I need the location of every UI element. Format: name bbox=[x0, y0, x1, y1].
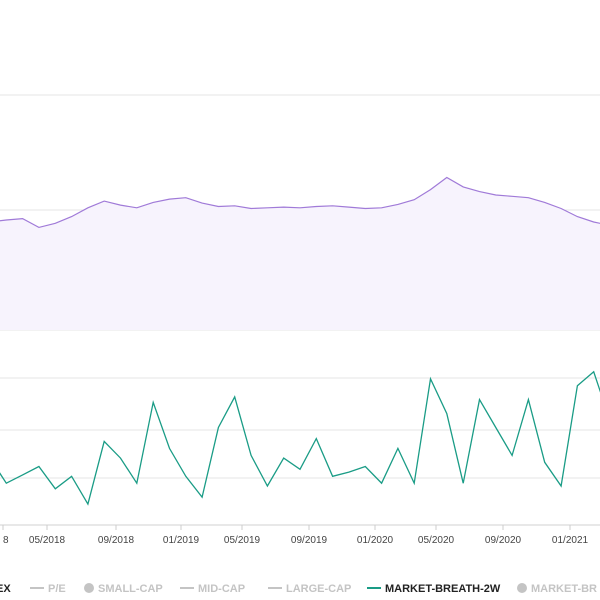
legend-label: P/E bbox=[48, 583, 66, 595]
x-tick-label: 09/2019 bbox=[291, 535, 328, 546]
legend-dot-icon bbox=[84, 583, 94, 593]
legend-item[interactable]: LARGE-CAP bbox=[268, 583, 351, 595]
x-tick-label: 8 bbox=[3, 535, 9, 546]
legend-item[interactable]: MARKET-BREATH-2W bbox=[367, 583, 501, 595]
legend-item[interactable]: SMALL-CAP bbox=[84, 583, 163, 595]
legend-item[interactable]: MID-CAP bbox=[180, 583, 245, 595]
x-axis-ticks: 8 05/2018 09/2018 01/2019 05/2019 09/2019 01/2… bbox=[2, 525, 589, 546]
x-tick-label: 01/2020 bbox=[357, 535, 394, 546]
legend-label: MARKET-BR bbox=[531, 583, 597, 595]
legend-item[interactable]: P/E bbox=[30, 583, 66, 595]
x-tick-label: 05/2020 bbox=[418, 535, 455, 546]
x-tick-label: 01/2019 bbox=[163, 535, 200, 546]
legend-dot-icon bbox=[517, 583, 527, 593]
market-breath-2w-line bbox=[0, 370, 600, 506]
legend-label: SMALL-CAP bbox=[98, 583, 163, 595]
legend-item[interactable]: EX bbox=[0, 583, 11, 595]
x-tick-label: 09/2020 bbox=[485, 535, 522, 546]
legend-item[interactable]: MARKET-BR bbox=[517, 583, 597, 595]
legend-label: LARGE-CAP bbox=[286, 583, 351, 595]
legend[interactable]: EX P/E SMALL-CAP MID-CAP LARGE-CAP MARKET-BRE… bbox=[0, 583, 597, 595]
x-tick-label: 01/2021 bbox=[552, 535, 589, 546]
legend-label: MARKET-BREATH-2W bbox=[385, 583, 501, 595]
bottom-panel-gridlines bbox=[0, 377, 600, 479]
x-tick-label: 09/2018 bbox=[98, 535, 135, 546]
legend-label: EX bbox=[0, 583, 11, 595]
top-series-line bbox=[0, 176, 600, 229]
legend-label: MID-CAP bbox=[198, 583, 245, 595]
x-tick-label: 05/2018 bbox=[29, 535, 66, 546]
area-fill bbox=[0, 177, 600, 330]
x-tick-label: 05/2019 bbox=[224, 535, 261, 546]
